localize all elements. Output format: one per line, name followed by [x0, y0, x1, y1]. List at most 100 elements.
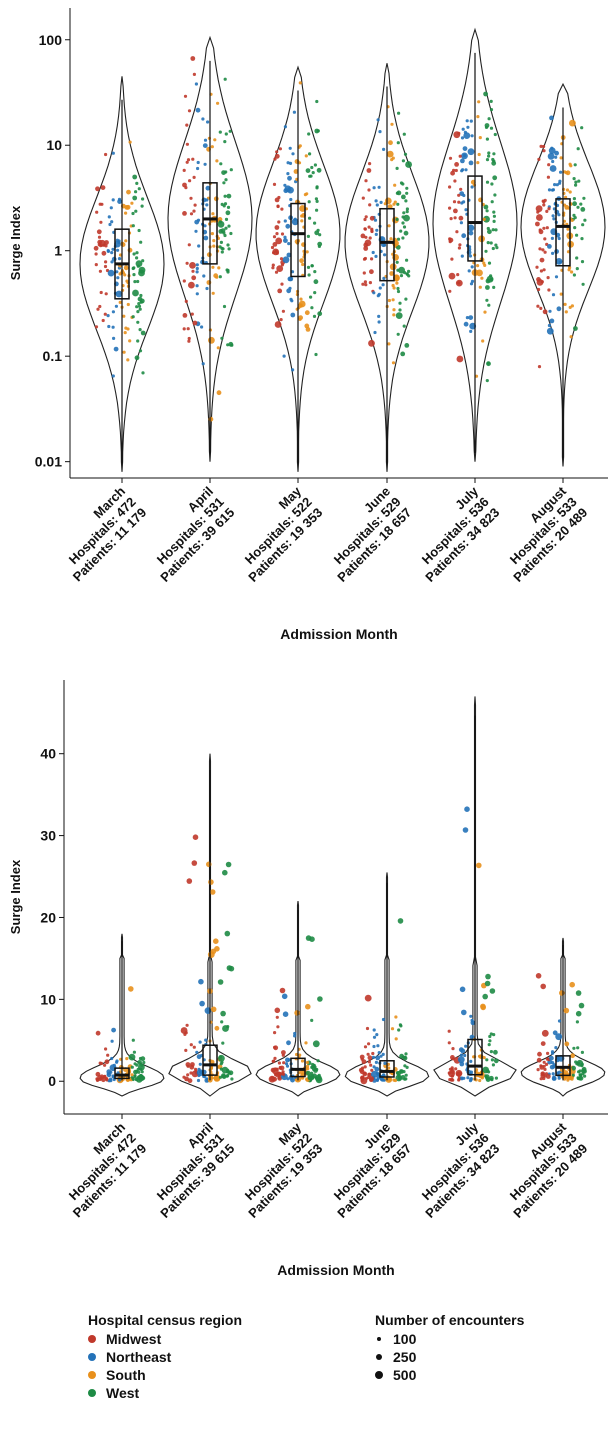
data-point — [138, 1063, 145, 1071]
data-point — [275, 150, 279, 154]
data-point — [315, 208, 319, 212]
data-point — [470, 134, 474, 138]
data-point — [543, 198, 547, 202]
data-point — [387, 224, 391, 228]
northeast-dot-icon — [88, 1353, 96, 1361]
data-point — [222, 869, 228, 876]
data-point — [374, 254, 378, 258]
data-point — [363, 1065, 367, 1069]
y-tick-label: 40 — [40, 746, 56, 762]
data-point — [366, 168, 372, 173]
data-point — [403, 152, 408, 156]
data-point — [192, 72, 196, 76]
data-point — [543, 237, 547, 241]
data-point — [569, 119, 576, 127]
data-point — [188, 179, 192, 183]
data-point — [272, 1059, 276, 1063]
data-point — [371, 1055, 376, 1059]
data-point — [307, 200, 311, 204]
data-point — [225, 861, 232, 868]
data-point — [396, 237, 401, 241]
violin-shape — [344, 872, 430, 1097]
data-point — [218, 220, 222, 224]
data-point — [276, 204, 280, 209]
data-point — [407, 274, 411, 278]
data-point — [554, 155, 558, 159]
data-point — [576, 205, 580, 209]
data-point — [403, 271, 407, 275]
data-point — [313, 279, 319, 285]
data-point — [552, 217, 556, 221]
data-point — [313, 270, 317, 274]
data-point — [138, 328, 142, 332]
data-point — [407, 269, 411, 273]
data-point — [580, 237, 584, 241]
category-group: JuneHospitals: 529Patients: 18 657 — [313, 63, 430, 585]
box-iqr — [290, 1057, 306, 1078]
data-point — [315, 1076, 323, 1084]
violin-shape — [255, 65, 341, 472]
data-point — [291, 218, 299, 226]
data-point — [395, 166, 399, 170]
data-point — [185, 261, 189, 265]
data-point — [285, 1064, 290, 1068]
data-point — [222, 1025, 229, 1032]
data-point — [281, 309, 285, 313]
box-iqr — [555, 198, 571, 267]
data-point — [379, 1054, 383, 1058]
data-point — [486, 361, 490, 365]
data-point — [310, 306, 314, 310]
data-point — [223, 233, 227, 238]
data-point — [106, 314, 110, 318]
data-point — [128, 986, 134, 992]
data-point — [213, 273, 219, 279]
data-point — [122, 350, 126, 354]
data-point — [558, 181, 562, 185]
data-point — [548, 309, 552, 313]
data-point — [315, 199, 319, 203]
data-point — [136, 320, 140, 324]
data-point — [103, 1074, 107, 1078]
data-point — [482, 1056, 486, 1060]
data-point — [202, 274, 206, 278]
data-point — [460, 1076, 464, 1080]
data-point — [389, 237, 393, 241]
data-point — [389, 263, 397, 271]
data-point — [555, 183, 559, 187]
data-point — [376, 118, 380, 122]
data-point — [578, 1073, 582, 1077]
x-tick-label: JuneHospitals: 529Patients: 18 657 — [313, 484, 414, 585]
data-point — [277, 1075, 283, 1081]
data-point — [392, 308, 396, 312]
data-point — [463, 321, 469, 327]
data-point — [217, 266, 221, 270]
data-point — [541, 248, 545, 252]
data-point — [318, 233, 322, 237]
data-point — [478, 285, 482, 289]
data-point — [205, 203, 209, 207]
box-iqr — [290, 202, 306, 278]
data-point — [274, 1007, 281, 1014]
data-point — [562, 219, 567, 223]
data-point — [137, 302, 141, 306]
data-point — [492, 214, 496, 218]
data-point — [192, 834, 199, 840]
data-point — [106, 1053, 110, 1057]
data-point — [97, 243, 101, 247]
data-point — [287, 175, 292, 181]
data-point — [224, 132, 228, 136]
data-point — [476, 264, 480, 268]
data-point — [220, 250, 224, 254]
data-point — [568, 266, 572, 270]
data-point — [207, 951, 215, 958]
y-tick-label: 20 — [40, 909, 56, 925]
category-group: AprilHospitals: 531Patients: 39 615 — [154, 753, 252, 1221]
data-point — [390, 1027, 395, 1031]
data-point — [279, 257, 284, 261]
data-point — [482, 217, 486, 221]
data-point — [465, 316, 469, 320]
x-tick-label: MayHospitals: 522Patients: 19 353 — [224, 1119, 326, 1221]
data-point — [141, 259, 145, 263]
y-tick-label: 0.01 — [35, 454, 62, 470]
data-point — [373, 330, 377, 335]
